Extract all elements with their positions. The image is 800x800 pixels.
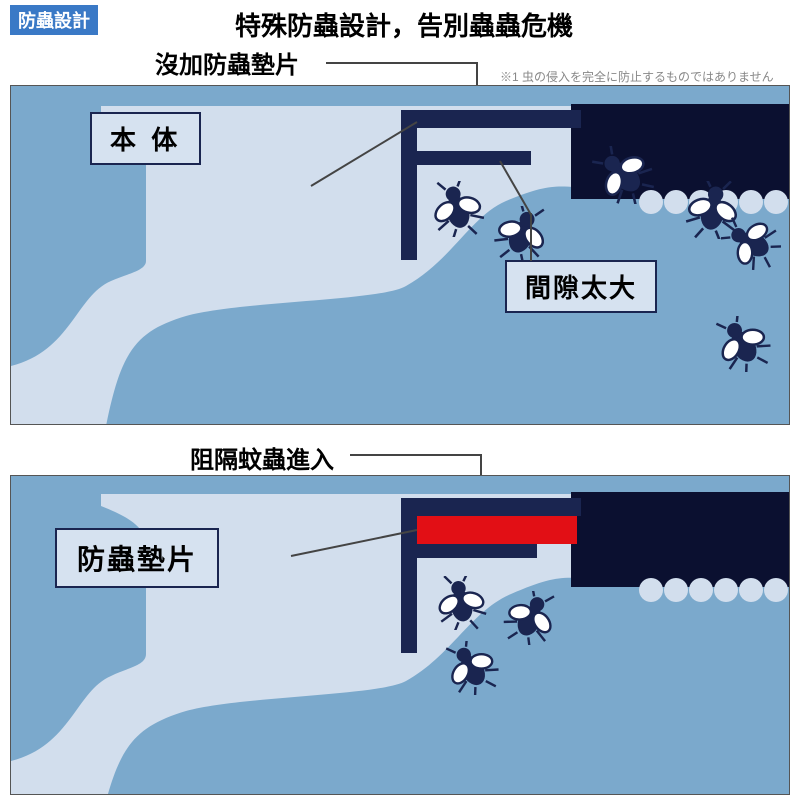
main-title: 特殊防蟲設計，告別蟲蟲危機 [235,6,573,43]
bug-icon [501,591,561,645]
label-pad: 防蟲墊片 [55,528,219,588]
panel2-caption: 阻隔蚊蟲進入 [190,440,334,475]
leader-line [350,454,480,456]
leader-line [326,62,476,64]
footnote: ※1 虫の侵入を完全に防止するものではありません [500,68,774,85]
diagram-2 [11,476,790,795]
bug-icon [591,146,655,204]
bug-icon [711,316,773,372]
panel1-caption: 沒加防蟲墊片 [155,45,299,80]
bug-icon [441,641,501,695]
badge-tag: 防蟲設計 [10,5,98,35]
label-body: 本 体 [90,112,201,165]
bug-icon [426,181,488,237]
label-gap: 間隙太大 [505,260,657,313]
bug-icon [721,216,781,270]
panel-with-gasket [10,475,790,795]
bug-icon [431,576,491,630]
bug-icon [491,206,553,262]
leader-line [530,213,532,261]
